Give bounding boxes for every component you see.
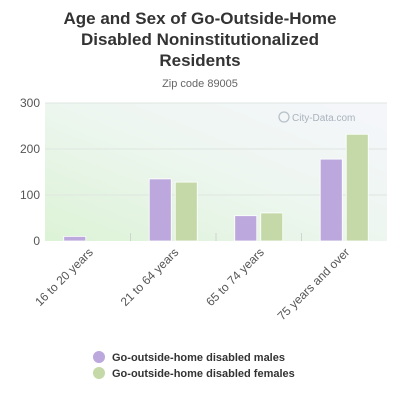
x-tick-label: 75 years and over — [275, 245, 353, 323]
y-tick-label: 200 — [20, 142, 40, 156]
watermark: City-Data.com — [278, 111, 355, 124]
y-tick-label: 100 — [20, 188, 40, 202]
chart-subtitle: Zip code 89005 — [162, 78, 238, 90]
bar-females-1 — [174, 181, 198, 242]
x-tick-label: 65 to 74 years — [203, 245, 267, 309]
bars — [63, 133, 369, 242]
bar-males-3 — [319, 158, 343, 242]
bar-females-3 — [345, 133, 369, 242]
bar-females-2 — [260, 212, 284, 242]
x-tick-label: 21 to 64 years — [118, 245, 182, 309]
legend-swatch-females — [93, 367, 105, 379]
chart-title-line-1: Age and Sex of Go-Outside-Home — [64, 9, 337, 28]
y-axis-ticks: 0 100 200 300 — [20, 96, 40, 248]
chart-title-line-3: Residents — [159, 51, 240, 70]
x-axis-ticks: 16 to 20 years 21 to 64 years 65 to 74 yea… — [32, 245, 352, 323]
legend-label-females: Go-outside-home disabled females — [112, 368, 295, 380]
bar-males-0 — [63, 235, 87, 242]
legend-label-males: Go-outside-home disabled males — [112, 352, 285, 364]
chart-title-line-2: Disabled Noninstitutionalized — [81, 30, 319, 49]
legend-swatch-males — [93, 351, 105, 363]
watermark-text: City-Data.com — [292, 113, 355, 124]
legend: Go-outside-home disabled males Go-outside… — [93, 351, 295, 380]
bar-males-2 — [234, 215, 258, 242]
y-tick-label: 300 — [20, 96, 40, 110]
y-tick-label: 0 — [33, 234, 40, 248]
watermark-search-icon — [278, 111, 290, 123]
bar-males-1 — [148, 178, 172, 242]
x-tick-label: 16 to 20 years — [32, 245, 96, 309]
